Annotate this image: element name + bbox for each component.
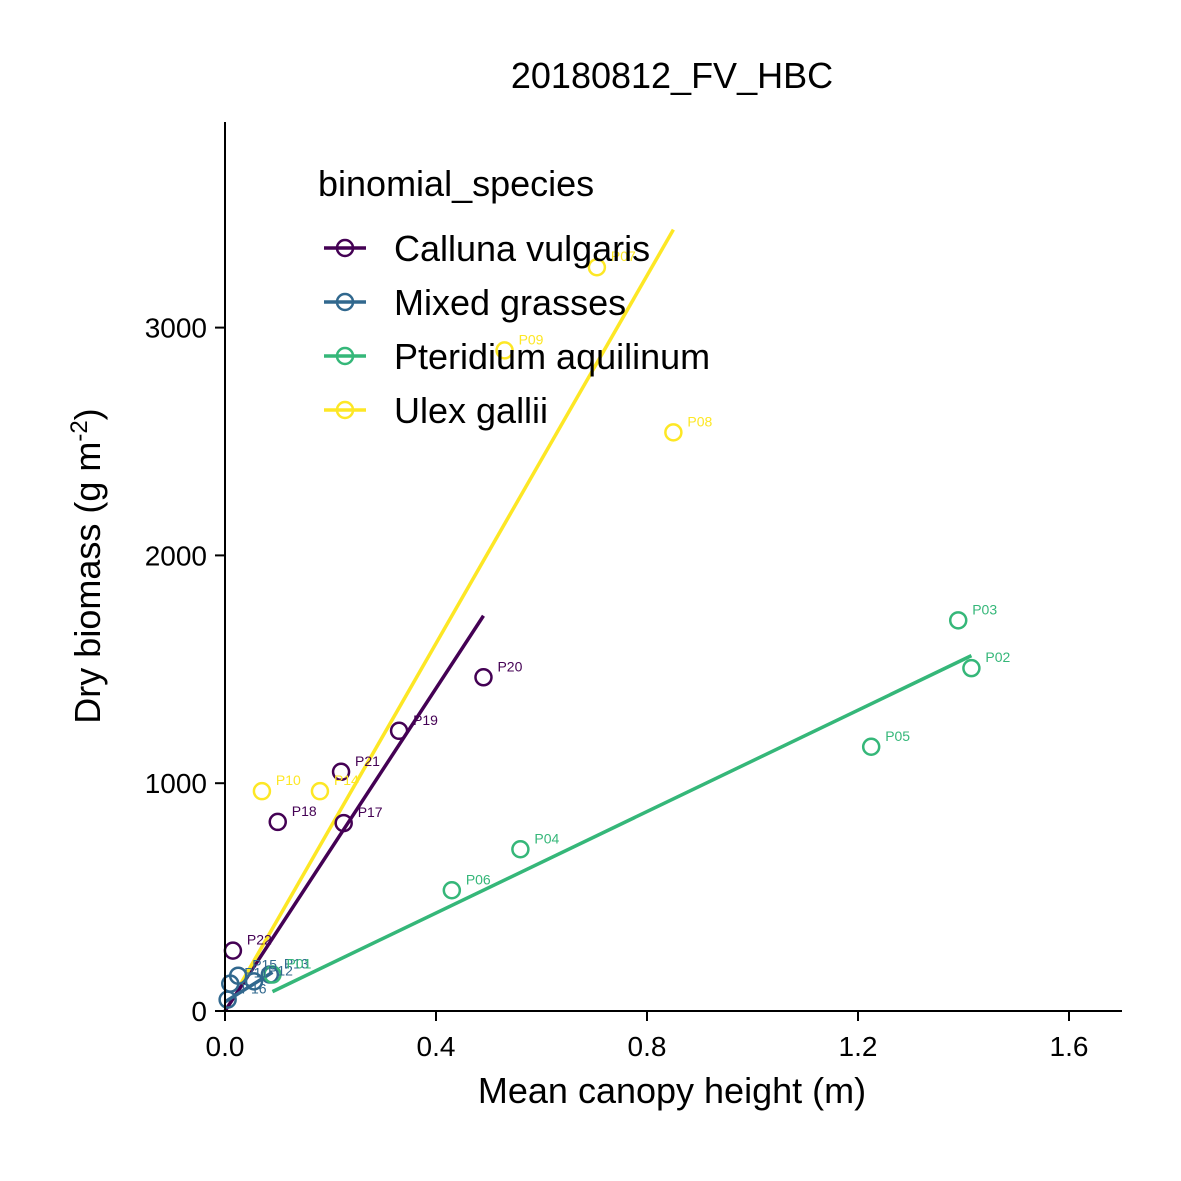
- legend-marker-ulex-gallii: [335, 400, 355, 420]
- point-p19: [389, 721, 409, 741]
- point-label-p12: P12: [268, 962, 293, 978]
- y-axis-label-main: Dry biomass (g m: [67, 442, 108, 724]
- fit-line-ulex-gallii: [239, 228, 675, 985]
- point-label-p11: P11: [244, 965, 268, 981]
- y-axis-label-exponent: -2: [66, 420, 93, 441]
- point-p04: [511, 840, 530, 859]
- point-p08: [664, 423, 683, 442]
- point-label-p10: P10: [276, 772, 301, 788]
- legend-marker-calluna-vulgaris: [335, 238, 355, 258]
- point-p12: [244, 972, 264, 991]
- legend-marker-pteridium-aquilinum: [335, 346, 355, 366]
- x-tick-label: 0.4: [417, 1031, 456, 1062]
- legend-item-mixed-grasses: Mixed grasses: [324, 282, 626, 323]
- point-label-p02: P02: [985, 649, 1010, 665]
- point-label-p20: P20: [497, 658, 522, 674]
- chart-title: 20180812_FV_HBC: [511, 55, 833, 96]
- point-label-p22: P22: [247, 932, 272, 948]
- point-label-p05: P05: [885, 728, 910, 744]
- y-tick-label: 1000: [145, 768, 207, 799]
- point-p07: [587, 257, 607, 277]
- point-p17: [334, 813, 353, 833]
- point-label-p04: P04: [534, 830, 559, 846]
- y-tick-label: 3000: [145, 313, 207, 344]
- legend-label-mixed-grasses: Mixed grasses: [394, 282, 626, 323]
- point-p21: [331, 762, 351, 782]
- y-tick-label: 0: [191, 996, 207, 1027]
- fit-line-calluna-vulgaris: [223, 614, 485, 1012]
- x-tick-label: 0.8: [628, 1031, 667, 1062]
- legend-label-pteridium-aquilinum: Pteridium aquilinum: [394, 336, 710, 377]
- fit-line-pteridium-aquilinum: [271, 654, 973, 994]
- legend-label-calluna-vulgaris: Calluna vulgaris: [394, 228, 650, 269]
- point-label-p01: P01: [286, 956, 311, 972]
- point-p14: [310, 781, 330, 801]
- point-label-p03: P03: [972, 601, 997, 617]
- point-p20: [474, 668, 493, 687]
- point-p05: [861, 737, 881, 757]
- point-p03: [948, 611, 968, 630]
- legend-marker-mixed-grasses: [335, 292, 355, 312]
- x-axis-label: Mean canopy height (m): [478, 1070, 866, 1111]
- y-axis-ticks: 0 1000 2000 3000: [145, 313, 225, 1027]
- point-label-p15: P15: [252, 957, 277, 973]
- y-axis-label-close: ): [67, 408, 108, 420]
- point-label-p17: P17: [358, 804, 383, 820]
- legend-item-calluna-vulgaris: Calluna vulgaris: [324, 228, 650, 269]
- point-label-p13: P13: [284, 956, 309, 972]
- point-p02: [962, 658, 981, 678]
- data-points: [218, 257, 981, 1009]
- point-p18: [268, 812, 287, 832]
- point-label-p14: P14: [334, 772, 359, 788]
- y-axis-label: Dry biomass (g m-2): [66, 408, 109, 723]
- point-label-p07: P07: [611, 248, 636, 264]
- x-tick-label: 0.0: [206, 1031, 245, 1062]
- point-p06: [442, 881, 462, 900]
- point-p22: [223, 941, 243, 960]
- x-tick-label: 1.2: [839, 1031, 878, 1062]
- point-label-p21: P21: [355, 753, 380, 769]
- point-p10: [252, 781, 272, 801]
- fit-lines: [223, 228, 973, 1012]
- point-label-p16: P16: [242, 981, 267, 997]
- point-label-p09: P09: [519, 331, 544, 347]
- point-p09: [495, 341, 514, 360]
- legend-label-ulex-gallii: Ulex gallii: [394, 390, 548, 431]
- point-p01: [263, 965, 282, 984]
- point-p15: [228, 966, 248, 985]
- legend-title: binomial_species: [318, 163, 594, 204]
- x-tick-label: 1.6: [1050, 1031, 1089, 1062]
- point-label-p06: P06: [466, 871, 491, 887]
- point-label-p19: P19: [413, 712, 438, 728]
- x-axis-ticks: 0.0 0.4 0.8 1.2 1.6: [206, 1011, 1089, 1062]
- point-label-p08: P08: [687, 413, 712, 429]
- legend-item-pteridium-aquilinum: Pteridium aquilinum: [324, 336, 710, 377]
- y-tick-label: 2000: [145, 540, 207, 571]
- legend-item-ulex-gallii: Ulex gallii: [324, 390, 548, 431]
- legend: binomial_species Calluna vulgaris Mixed g…: [318, 163, 710, 431]
- point-label-p18: P18: [292, 803, 317, 819]
